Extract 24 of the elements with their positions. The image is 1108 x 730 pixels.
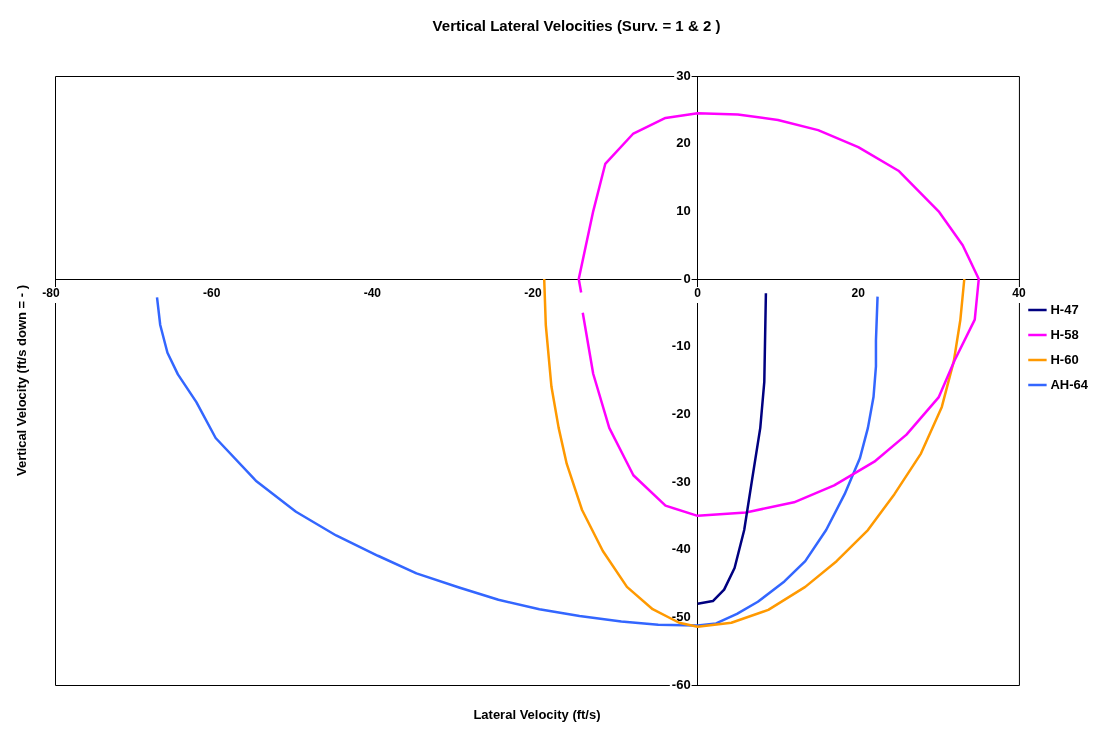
x-tick-label: 20 xyxy=(851,286,866,301)
y-tick-label: -60 xyxy=(671,676,691,692)
y-tick-label: 0 xyxy=(683,270,691,286)
y-tick-label: -10 xyxy=(671,338,691,354)
y-tick-label: -40 xyxy=(671,541,691,557)
x-axis-title: Lateral Velocity (ft/s) xyxy=(473,707,601,723)
x-tick-label: -80 xyxy=(42,286,60,301)
chart-title: Vertical Lateral Velocities (Surv. = 1 & 2 ) xyxy=(432,17,721,35)
x-tick-label: 40 xyxy=(1012,286,1026,301)
legend-label: H-47 xyxy=(1050,301,1079,317)
legend-label: H-60 xyxy=(1050,351,1079,367)
y-axis-title: Vertical Velocity (ft/s down = - ) xyxy=(13,284,29,477)
y-tick-label: -50 xyxy=(671,608,691,624)
y-tick-label: 10 xyxy=(676,202,691,218)
legend-label: AH-64 xyxy=(1050,376,1089,392)
legend-label: H-58 xyxy=(1050,326,1079,342)
y-tick-label: 30 xyxy=(676,67,691,83)
x-tick-label: -20 xyxy=(524,286,542,301)
x-tick-label: 0 xyxy=(694,286,702,301)
y-tick-label: -30 xyxy=(671,473,691,489)
x-tick-label: -60 xyxy=(202,286,221,301)
y-tick-label: 20 xyxy=(676,135,691,151)
x-tick-label: -40 xyxy=(363,286,382,301)
y-tick-label: -20 xyxy=(671,405,691,421)
